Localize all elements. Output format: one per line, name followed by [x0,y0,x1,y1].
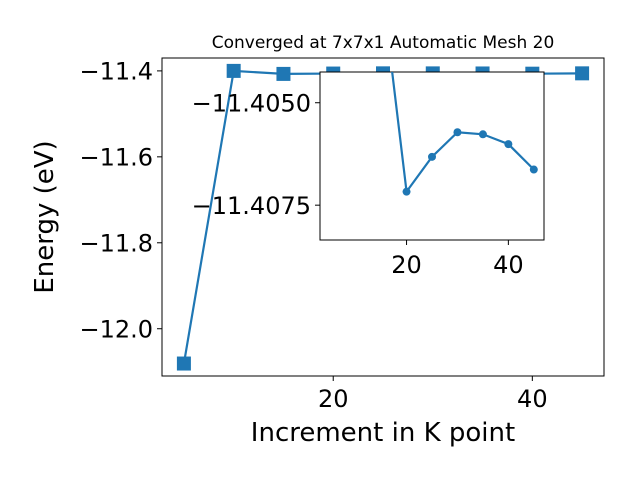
x-axis-label: Increment in K point [251,418,515,448]
main-x-tick-label: 20 [318,385,349,413]
inset-data-point [529,165,538,174]
main-y-tick-label: −11.8 [79,229,153,257]
main-y-tick-label: −11.4 [79,58,153,86]
inset-data-point [453,128,462,137]
main-data-point [575,66,590,81]
inset-series-markers [402,128,538,196]
inset-data-point [428,152,436,161]
main-x-tick-label: 40 [517,385,548,413]
main-data-point [276,66,291,81]
inset-y-tick-label: −11.4050 [192,89,311,117]
main-y-tick-label: −12.0 [79,315,153,343]
inset-y-ticks: −11.4075 −11.4050 [192,89,320,220]
main-data-point [226,63,241,78]
inset-data-point [504,140,513,149]
y-axis-label: Energy (eV) [30,140,60,293]
inset-x-tick-label: 20 [391,251,422,279]
inset-x-tick-label: 40 [493,251,524,279]
main-data-point [176,356,191,371]
main-y-tick-label: −11.6 [79,143,153,171]
inset-axes: 20 40 −11.4075−11.4050 [192,71,545,279]
inset-x-ticks: 20 40 [391,240,524,279]
inset-y-tick-label: −11.4075 [192,192,311,220]
chart-title: Converged at 7x7x1 Automatic Mesh 20 [212,33,555,53]
inset-data-point [478,130,487,139]
main-y-ticks: −12.0 −11.8 −11.6 −11.4 [79,58,162,343]
main-x-ticks: 20 40 [318,376,548,413]
inset-data-point [402,187,411,196]
